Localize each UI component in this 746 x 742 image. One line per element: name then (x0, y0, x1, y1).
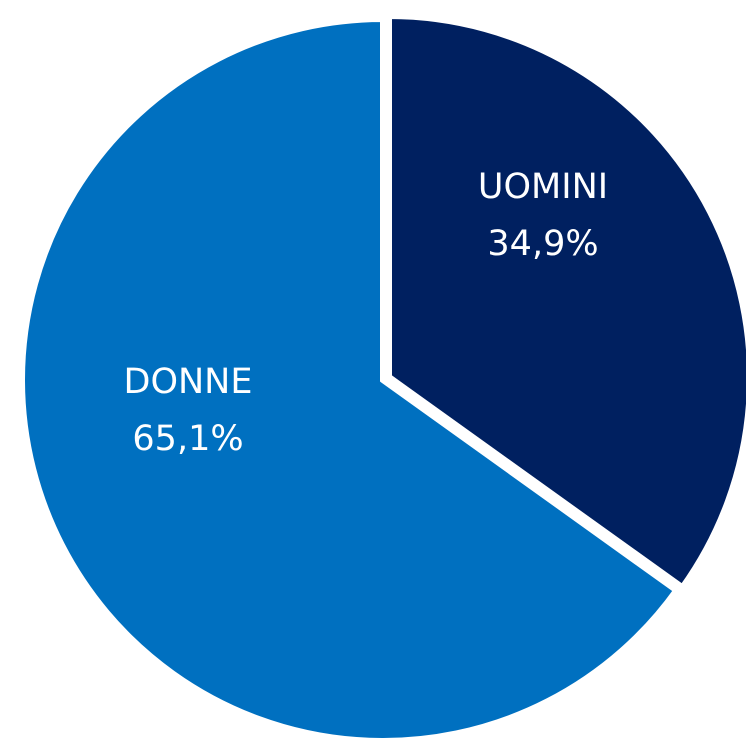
slice-value-label: 65,1% (132, 419, 243, 459)
pie-slice (386, 12, 746, 592)
pie-slice (19, 15, 681, 742)
slice-label: DONNE (124, 362, 253, 402)
slice-value-label: 34,9% (487, 224, 598, 264)
slice-label: UOMINI (478, 167, 608, 207)
